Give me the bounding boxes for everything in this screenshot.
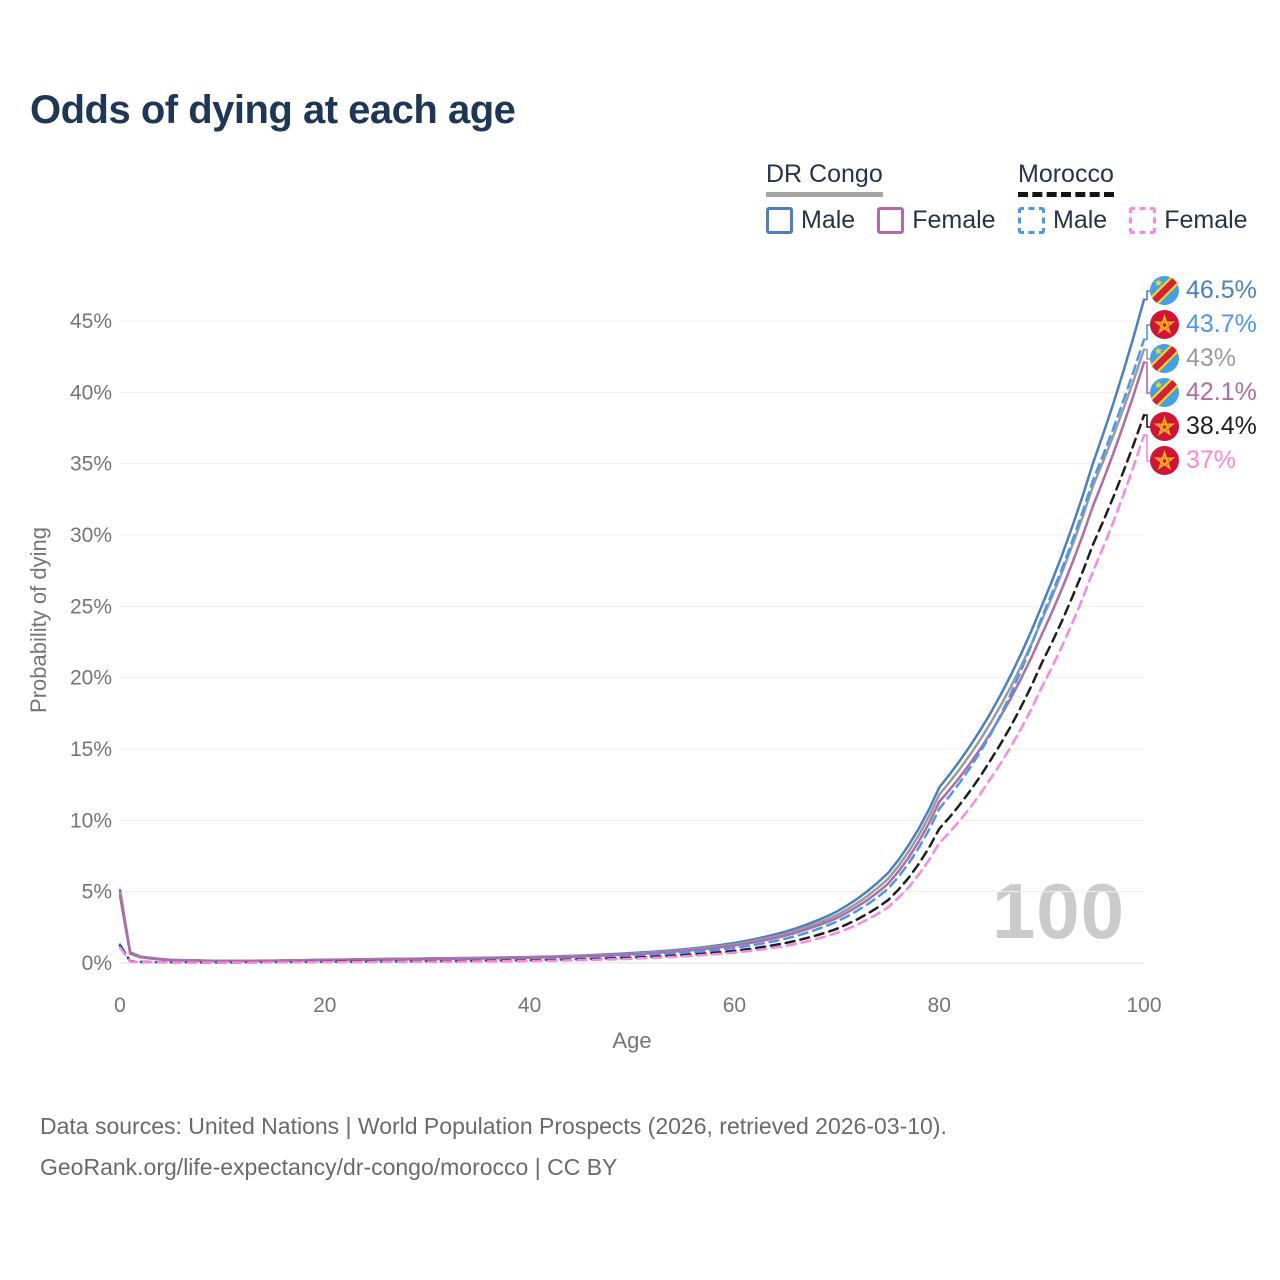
end-label-connector-dr-congo-male bbox=[1144, 290, 1151, 301]
series-line-dr-congo-both-sexes[interactable] bbox=[118, 348, 1146, 963]
legend-group-title-dr-congo: DR Congo bbox=[766, 160, 883, 197]
legend-item-drc-male-label: Male bbox=[801, 206, 856, 234]
y-tick-label-40: 40% bbox=[70, 381, 112, 404]
morocco-flag-icon bbox=[1150, 412, 1179, 441]
end-label-dr-congo-female: 42.1% bbox=[1150, 378, 1257, 407]
y-tick-label-45: 45% bbox=[70, 310, 112, 333]
legend-item-drc-female[interactable]: Female bbox=[877, 206, 996, 235]
y-tick-label-0: 0% bbox=[82, 952, 112, 975]
series-line-dr-congo-male[interactable] bbox=[118, 298, 1146, 963]
y-tick-label-30: 30% bbox=[70, 524, 112, 547]
end-label-connector-dr-congo-female bbox=[1144, 361, 1151, 394]
y-tick-label-15: 15% bbox=[70, 738, 112, 761]
morocco-flag-icon bbox=[1150, 446, 1179, 475]
dr-congo-flag-icon bbox=[1150, 276, 1179, 305]
series-line-morocco-female[interactable] bbox=[118, 433, 1146, 964]
series-line-morocco-male[interactable] bbox=[118, 338, 1146, 964]
legend-item-drc-female-label: Female bbox=[912, 206, 996, 234]
end-label-connector-morocco-male bbox=[1144, 324, 1151, 341]
y-tick-label-20: 20% bbox=[70, 667, 112, 690]
end-label-connector-morocco-female bbox=[1144, 434, 1151, 462]
x-tick-label-80: 80 bbox=[928, 994, 951, 1017]
dr-congo-flag-icon bbox=[1150, 276, 1179, 305]
x-tick-label-0: 0 bbox=[114, 994, 126, 1017]
footer: Data sources: United Nations | World Pop… bbox=[40, 1106, 947, 1188]
end-label-connector-dr-congo-both-sexes bbox=[1144, 348, 1151, 360]
y-axis-title: Probability of dying bbox=[26, 527, 51, 713]
legend-group-morocco: Morocco Male Female bbox=[1018, 160, 1270, 235]
series-line-dr-congo-female[interactable] bbox=[118, 361, 1146, 963]
age-watermark: 100 bbox=[991, 867, 1125, 955]
legend-swatch-morocco-male-icon bbox=[1018, 207, 1045, 234]
y-tick-label-25: 25% bbox=[70, 595, 112, 618]
y-tick-label-5: 5% bbox=[82, 881, 112, 904]
dr-congo-flag-icon bbox=[1150, 344, 1179, 373]
end-label-morocco-female: 37% bbox=[1150, 446, 1236, 475]
y-tick-label-10: 10% bbox=[70, 809, 112, 832]
legend-item-morocco-male-label: Male bbox=[1053, 206, 1108, 234]
x-tick-label-60: 60 bbox=[723, 994, 746, 1017]
end-label-value-morocco-female: 37% bbox=[1186, 446, 1237, 474]
end-label-value-dr-congo-female: 42.1% bbox=[1186, 378, 1257, 406]
end-label-value-dr-congo-male: 46.5% bbox=[1186, 276, 1257, 304]
legend-group-title-morocco: Morocco bbox=[1018, 160, 1114, 197]
legend-swatch-morocco-female-icon bbox=[1129, 207, 1157, 234]
legend-swatch-drc-female-icon bbox=[877, 207, 905, 234]
legend-item-morocco-male[interactable]: Male bbox=[1018, 206, 1107, 235]
dr-congo-flag-icon bbox=[1150, 378, 1179, 407]
end-label-connector-morocco-both-sexes bbox=[1144, 414, 1151, 428]
end-label-morocco-both-sexes: 38.4% bbox=[1150, 412, 1257, 441]
page-title: Odds of dying at each age bbox=[30, 88, 516, 132]
legend-group-dr-congo: DR Congo Male Female bbox=[766, 160, 1018, 235]
x-tick-label-20: 20 bbox=[313, 994, 336, 1017]
footer-data-sources: Data sources: United Nations | World Pop… bbox=[40, 1113, 947, 1139]
legend-item-drc-male[interactable]: Male bbox=[766, 206, 855, 235]
end-label-value-morocco-male: 43.7% bbox=[1186, 310, 1257, 338]
end-label-dr-congo-both-sexes: 43% bbox=[1150, 344, 1236, 373]
morocco-flag-icon bbox=[1150, 412, 1179, 441]
end-label-value-morocco-both-sexes: 38.4% bbox=[1186, 412, 1257, 440]
morocco-flag-icon bbox=[1150, 310, 1179, 339]
end-label-morocco-male: 43.7% bbox=[1150, 310, 1257, 339]
legend-item-morocco-female-label: Female bbox=[1164, 206, 1248, 234]
end-label-dr-congo-male: 46.5% bbox=[1150, 276, 1257, 305]
morocco-flag-icon bbox=[1150, 310, 1179, 339]
dr-congo-flag-icon bbox=[1150, 344, 1179, 373]
dr-congo-flag-icon bbox=[1150, 378, 1179, 407]
end-label-value-dr-congo-both-sexes: 43% bbox=[1186, 344, 1237, 372]
series-line-morocco-both-sexes[interactable] bbox=[118, 413, 1146, 964]
footer-attribution: GeoRank.org/life-expectancy/dr-congo/mor… bbox=[40, 1154, 618, 1180]
x-axis-title: Age bbox=[612, 1028, 651, 1053]
morocco-flag-icon bbox=[1150, 446, 1179, 475]
legend-item-morocco-female[interactable]: Female bbox=[1129, 206, 1248, 235]
legend-swatch-drc-male-icon bbox=[766, 207, 793, 234]
y-tick-label-35: 35% bbox=[70, 453, 112, 476]
x-tick-label-40: 40 bbox=[518, 994, 541, 1017]
x-tick-label-100: 100 bbox=[1126, 994, 1161, 1017]
